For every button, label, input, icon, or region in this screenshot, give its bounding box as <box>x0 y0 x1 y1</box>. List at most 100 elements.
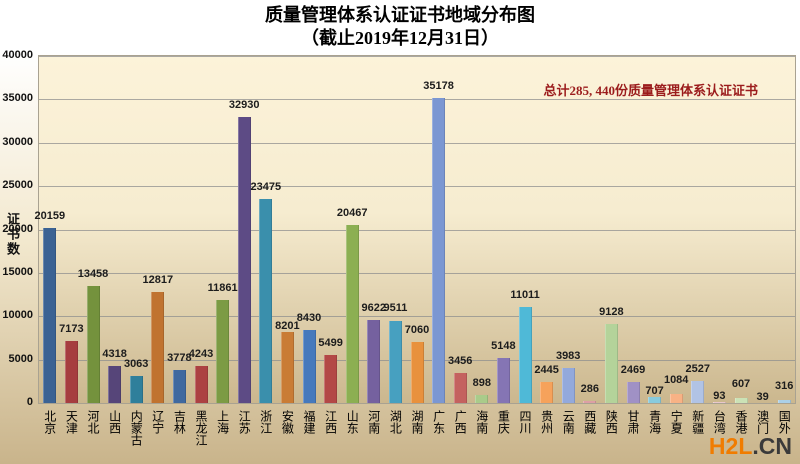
bar <box>475 395 489 403</box>
y-tick-label: 20000 <box>2 222 33 235</box>
bar-value-label: 20159 <box>34 210 66 223</box>
bar <box>410 341 424 403</box>
x-axis-label: 浙江 <box>258 410 273 434</box>
y-tick-label: 40000 <box>2 49 33 61</box>
chart-title-line1: 质量管理体系认证证书地域分布图 <box>265 5 535 25</box>
bar-value-label: 4243 <box>188 348 214 361</box>
x-axis-label: 西藏 <box>582 410 597 434</box>
bar-value-label: 9622 <box>361 301 387 314</box>
gridline <box>39 99 795 101</box>
gridline <box>39 316 795 318</box>
x-axis-label: 湖南 <box>410 410 424 434</box>
bar <box>453 373 467 403</box>
y-tick-label: 25000 <box>2 179 33 192</box>
x-axis-label: 天津 <box>64 410 79 434</box>
bar <box>583 400 597 403</box>
bar-value-label: 11861 <box>207 282 238 295</box>
x-axis-label: 新疆 <box>690 410 705 434</box>
gridline <box>39 272 795 274</box>
bar-value-label: 2527 <box>685 363 711 376</box>
bar <box>518 307 532 403</box>
x-axis-label: 北京 <box>42 410 57 434</box>
x-axis-label: 山东 <box>345 410 360 434</box>
bar <box>302 329 316 403</box>
x-axis-label: 台湾 <box>712 410 727 434</box>
bar-value-label: 7173 <box>59 322 84 335</box>
y-tick-label: 15000 <box>2 265 33 278</box>
bar <box>626 381 640 403</box>
bar-value-label: 11011 <box>510 289 540 302</box>
x-axis-label: 宁夏 <box>669 410 684 434</box>
bar <box>172 370 186 403</box>
bar <box>43 228 57 403</box>
bar <box>64 340 78 403</box>
bar <box>216 300 230 403</box>
x-axis-label: 广西 <box>453 410 468 434</box>
bar-value-label: 2445 <box>534 363 559 376</box>
bar-value-label: 4318 <box>102 347 127 360</box>
bar <box>367 319 381 403</box>
x-axis-label: 湖北 <box>388 410 403 434</box>
bar-value-label: 39 <box>756 390 769 403</box>
bar <box>712 402 726 403</box>
bar-value-label: 9128 <box>599 305 624 318</box>
bar <box>432 97 446 403</box>
bar <box>108 365 122 403</box>
x-axis-label: 香港 <box>734 410 748 434</box>
x-axis-label: 河北 <box>86 410 100 434</box>
bar-value-label: 3456 <box>447 355 473 368</box>
bar-value-label: 35178 <box>423 79 454 92</box>
bar <box>237 117 251 403</box>
x-axis-label: 辽宁 <box>150 410 165 434</box>
bar <box>129 376 143 403</box>
x-axis-label: 江西 <box>323 410 338 434</box>
y-tick-label: 10000 <box>2 309 33 322</box>
total-annotation: 总计285, 440份质量管理体系认证证书 <box>543 83 758 98</box>
gridline <box>39 142 795 144</box>
bar <box>194 366 208 403</box>
bar-value-label: 2469 <box>620 363 646 376</box>
y-tick-label: 35000 <box>2 92 33 105</box>
bar <box>734 397 748 403</box>
x-axis-label: 安徽 <box>280 410 295 434</box>
bar <box>86 286 100 403</box>
bar <box>151 291 165 403</box>
bar-value-label: 5499 <box>318 337 343 350</box>
plot-area <box>38 55 796 404</box>
bar-value-label: 20467 <box>336 207 368 220</box>
watermark-part1: H2L <box>708 433 753 459</box>
y-tick-label: 0 <box>26 396 33 408</box>
bar <box>388 320 402 403</box>
x-axis-label: 国外 <box>777 410 792 434</box>
x-axis-label: 广东 <box>431 410 446 434</box>
x-axis-label: 黑龙江 <box>194 410 208 446</box>
bar-value-label: 23475 <box>250 181 282 194</box>
chart-title-line2: （截止2019年12月31日） <box>301 28 499 48</box>
y-tick-label: 5000 <box>8 352 33 365</box>
x-axis-label: 海南 <box>474 410 489 434</box>
bar <box>561 368 575 403</box>
x-axis-label: 江苏 <box>237 410 252 434</box>
y-tick-label: 30000 <box>2 135 33 148</box>
bar-value-label: 3778 <box>167 352 192 365</box>
gridline <box>39 229 795 231</box>
bar <box>648 396 662 403</box>
bar-value-label: 7060 <box>404 323 430 336</box>
bar-value-label: 707 <box>645 384 664 397</box>
bar <box>540 381 554 403</box>
x-axis-label: 青海 <box>647 410 662 434</box>
bar-value-label: 898 <box>472 377 491 390</box>
chart-area: 0 5000 10000 15000 20000 25000 30000 35000 40000… <box>0 49 800 464</box>
bar <box>604 323 618 403</box>
bar <box>777 400 791 403</box>
bar-value-label: 8430 <box>296 311 322 324</box>
y-axis-title: 证书数 <box>5 212 20 257</box>
watermark-logo: H2L.CN <box>709 433 792 460</box>
bar-value-label: 13458 <box>77 268 109 281</box>
bar <box>669 393 683 403</box>
bar-value-label: 316 <box>775 380 794 393</box>
x-axis-label: 上海 <box>215 410 230 434</box>
bar-value-label: 32930 <box>228 99 260 112</box>
bar <box>259 199 273 403</box>
bar-value-label: 93 <box>713 390 726 403</box>
